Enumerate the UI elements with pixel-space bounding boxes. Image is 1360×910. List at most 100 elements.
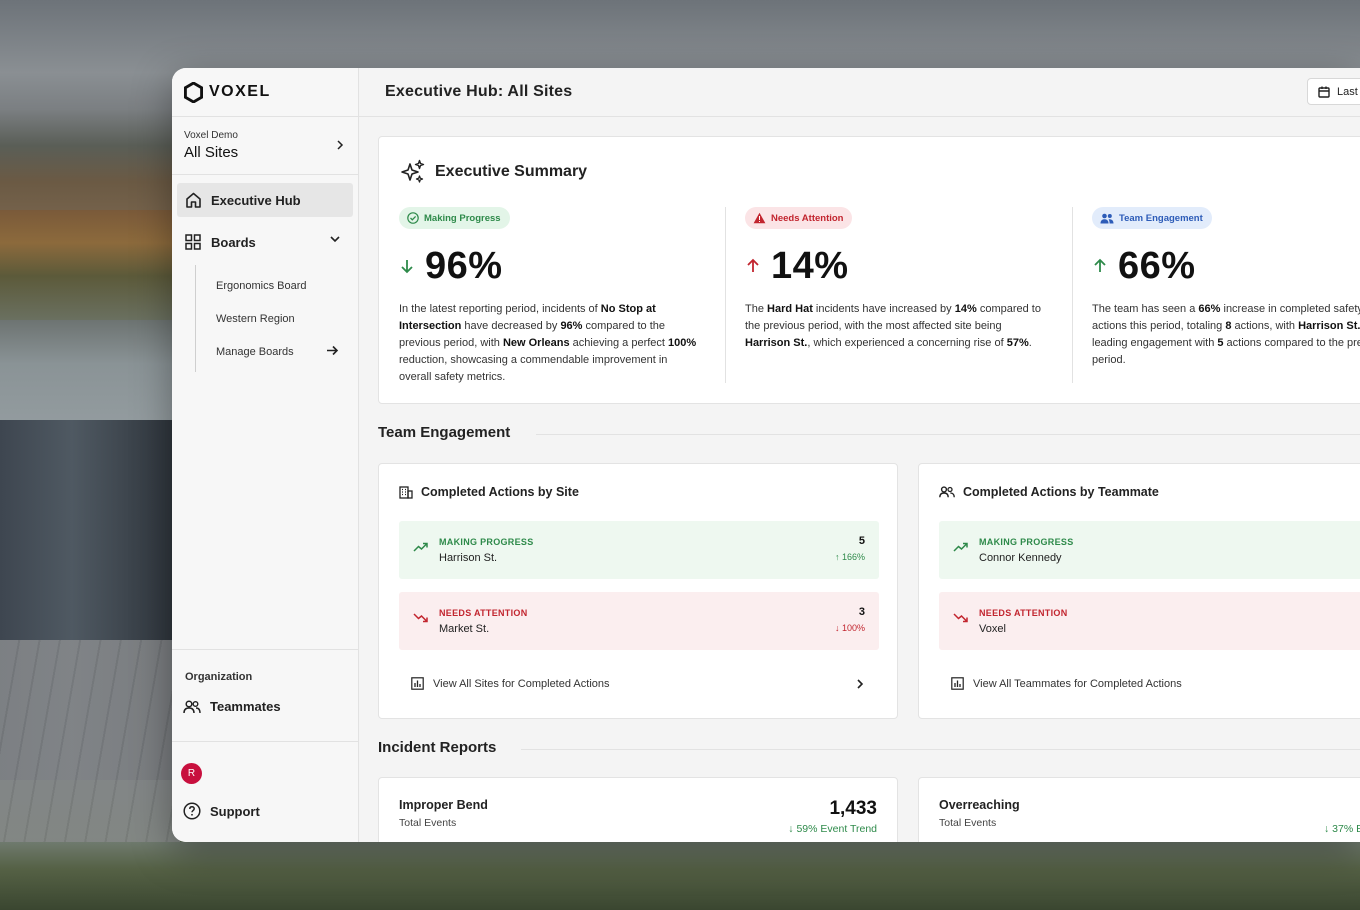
list-item[interactable]: NEEDS ATTENTION Market St. 3 ↓ 100% (399, 592, 879, 650)
card-title: Completed Actions by Teammate (963, 485, 1159, 499)
card-title: Completed Actions by Site (421, 485, 579, 499)
avatar[interactable]: R (181, 763, 202, 784)
incident-subtitle: Total Events (399, 817, 457, 829)
background-treeline (0, 842, 1360, 910)
view-all-teammates-link[interactable]: View All Teammates for Completed Actions (951, 677, 1182, 690)
site-org-name: Voxel Demo (184, 130, 238, 141)
incident-count: 1,433 (829, 798, 877, 819)
row-status: MAKING PROGRESS (979, 537, 1074, 547)
sidebar: VOXEL Voxel Demo All Sites Executive Hub… (172, 68, 359, 842)
row-name: Harrison St. (439, 552, 498, 564)
arrow-up-icon (747, 258, 759, 272)
status-badge: Team Engagement (1092, 207, 1212, 229)
summary-column-making-progress: Making Progress 96% In the latest report… (399, 207, 699, 386)
summary-column-team-engagement: Team Engagement 66% The team has seen a … (1092, 207, 1360, 369)
subnav-label: Ergonomics Board (216, 279, 307, 292)
trending-down-icon (413, 613, 428, 623)
incident-reports-heading: Incident Reports (378, 739, 497, 756)
executive-summary-title: Executive Summary (435, 163, 588, 180)
summary-metric: 14% (745, 245, 1045, 287)
main-content: Executive Hub: All Sites Last Executive … (359, 68, 1360, 842)
status-badge-label: Team Engagement (1119, 212, 1203, 224)
row-change: ↓ 100% (834, 623, 865, 633)
summary-description: The team has seen a 66% increase in comp… (1092, 303, 1360, 366)
completed-actions-by-teammate-card: Completed Actions by Teammate MAKING PRO… (918, 463, 1360, 719)
nav-teammates-label: Teammates (210, 699, 281, 714)
row-count: 5 (858, 535, 865, 547)
list-item[interactable]: MAKING PROGRESS Connor Kennedy (939, 521, 1360, 579)
arrow-right-icon (327, 345, 339, 356)
background-trees (0, 210, 180, 320)
column-divider (725, 207, 726, 383)
subnav-item-manage-boards[interactable]: Manage Boards (196, 335, 353, 368)
incident-subtitle: Total Events (939, 817, 997, 829)
page-header: Executive Hub: All Sites Last (359, 68, 1360, 117)
nav-boards[interactable]: Boards (177, 225, 353, 259)
row-status: MAKING PROGRESS (439, 537, 534, 547)
incident-card-improper-bend[interactable]: Improper Bend Total Events 1,433 ↓ 59% E… (378, 777, 898, 842)
summary-description: In the latest reporting period, incident… (399, 303, 697, 383)
main-nav: Executive Hub Boards Ergonomics Board We… (172, 175, 358, 372)
summary-column-needs-attention: Needs Attention 14% The Hard Hat inciden… (745, 207, 1045, 352)
summary-description: The Hard Hat incidents have increased by… (745, 303, 1041, 349)
nav-executive-hub-label: Executive Hub (211, 192, 301, 208)
app-window: VOXEL Voxel Demo All Sites Executive Hub… (172, 68, 1360, 842)
check-circle-icon (407, 212, 419, 224)
nav-executive-hub[interactable]: Executive Hub (177, 183, 353, 217)
column-divider (1072, 207, 1073, 383)
organization-label: Organization (185, 671, 253, 683)
row-status: NEEDS ATTENTION (439, 608, 528, 618)
people-icon (183, 698, 201, 716)
help-circle-icon (183, 802, 201, 820)
sparkles-icon (401, 159, 425, 183)
nav-boards-label: Boards (211, 234, 256, 250)
incident-title: Improper Bend (399, 798, 488, 812)
summary-metric-value: 66% (1118, 244, 1196, 287)
brand-name: VOXEL (209, 83, 271, 100)
row-name: Market St. (439, 623, 490, 635)
list-item[interactable]: NEEDS ATTENTION Voxel (939, 592, 1360, 650)
subnav-item-ergonomics-board[interactable]: Ergonomics Board (196, 269, 353, 302)
row-status: NEEDS ATTENTION (979, 608, 1068, 618)
grid-icon (184, 233, 202, 251)
page-title: Executive Hub: All Sites (385, 83, 573, 100)
executive-summary-card: Executive Summary Making Progress 96% In… (378, 136, 1360, 404)
warning-icon (753, 212, 766, 224)
nav-support[interactable]: Support (183, 802, 260, 820)
status-badge-label: Needs Attention (771, 212, 844, 224)
chevron-right-icon (337, 140, 344, 150)
nav-teammates[interactable]: Teammates (172, 683, 358, 717)
sidebar-bottom: Organization Teammates R Support (172, 649, 358, 820)
bar-chart-icon (411, 677, 424, 690)
site-switcher[interactable]: Voxel Demo All Sites (172, 117, 358, 175)
team-engagement-heading: Team Engagement (378, 424, 511, 441)
trending-up-icon (953, 542, 968, 552)
incident-title: Overreaching (939, 798, 1020, 812)
card-header: Completed Actions by Site (399, 485, 579, 499)
chevron-down-icon[interactable] (329, 235, 341, 243)
site-name: All Sites (184, 144, 239, 161)
calendar-icon (1318, 86, 1330, 98)
subnav-label: Western Region (216, 312, 295, 325)
list-item[interactable]: MAKING PROGRESS Harrison St. 5 ↑ 166% (399, 521, 879, 579)
summary-metric: 66% (1092, 245, 1360, 287)
voxel-logo-icon (184, 81, 203, 103)
sidebar-divider (172, 741, 358, 742)
date-range-button[interactable]: Last (1307, 78, 1360, 105)
chevron-right-icon[interactable] (856, 678, 864, 690)
subnav-item-western-region[interactable]: Western Region (196, 302, 353, 335)
bar-chart-icon (951, 677, 964, 690)
incident-card-overreaching[interactable]: Overreaching Total Events ↓ 37% Event Tr… (918, 777, 1360, 842)
view-all-sites-link[interactable]: View All Sites for Completed Actions (411, 677, 610, 690)
people-icon (1100, 213, 1114, 223)
status-badge: Needs Attention (745, 207, 853, 229)
summary-metric-value: 96% (425, 244, 503, 287)
row-name: Connor Kennedy (979, 552, 1062, 564)
arrow-up-icon (1094, 258, 1106, 272)
row-count: 3 (858, 606, 865, 618)
executive-summary-header: Executive Summary (400, 159, 587, 185)
logo[interactable]: VOXEL (172, 68, 358, 117)
view-all-sites-label: View All Sites for Completed Actions (433, 677, 610, 690)
row-name: Voxel (979, 623, 1006, 635)
nav-support-label: Support (210, 803, 260, 819)
